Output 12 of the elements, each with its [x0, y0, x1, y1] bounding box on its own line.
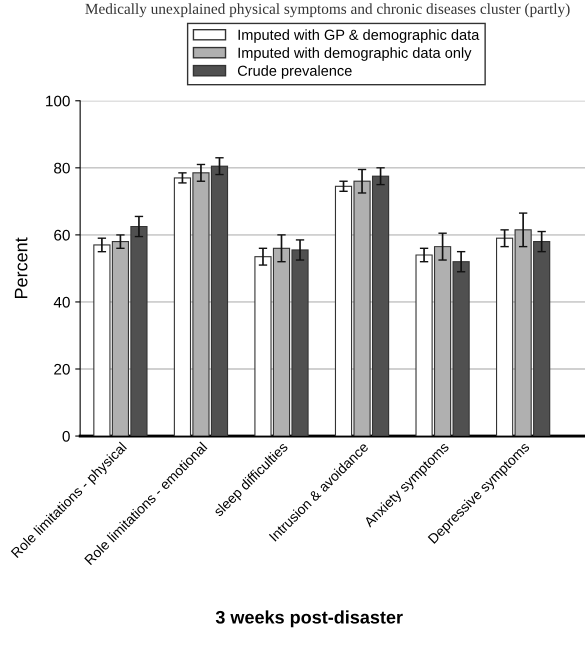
y-tick-label: 40 — [54, 296, 70, 308]
legend-label: Crude prevalence — [238, 65, 352, 79]
y-tick-label: 20 — [54, 364, 70, 375]
y-tick-label: 80 — [54, 162, 70, 174]
y-tick-label: 60 — [54, 230, 70, 241]
y-axis-title: Percent — [14, 237, 28, 298]
legend-label: Imputed with GP & demographic data — [238, 29, 480, 43]
y-tick-label: 100 — [46, 96, 70, 106]
text: Medically unexplained physical symptoms and chronic diseases cluster (partly) — [85, 3, 570, 18]
legend-label: Imputed with demographic data only — [238, 47, 472, 61]
x-axis-title: 3 weeks post-disaster — [216, 610, 403, 628]
y-tick-label: 0 — [62, 430, 70, 442]
